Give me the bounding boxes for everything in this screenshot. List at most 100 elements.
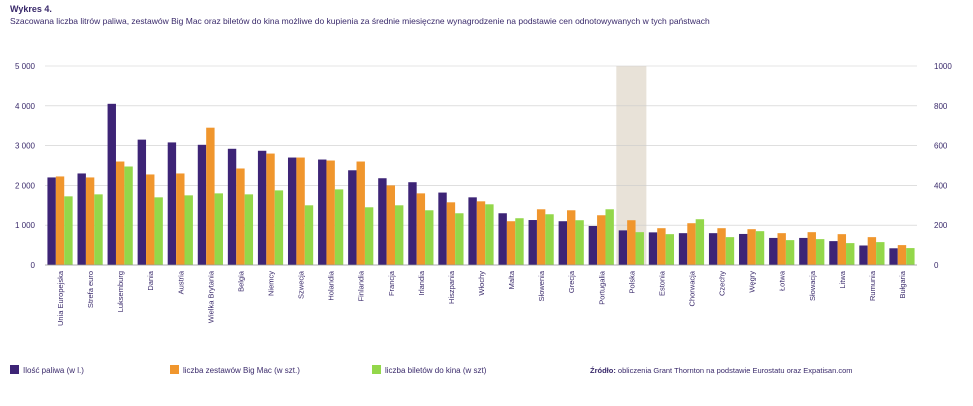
x-tick-label: Włochy [477,271,486,296]
y-left-tick-label: 5 000 [15,62,36,71]
bar-cinema [94,194,103,265]
bar-cinema [815,239,825,265]
x-tick-label: Finlandia [357,270,366,301]
x-tick-label: Strefa euro [86,271,95,308]
source-label: Źródło: [590,366,616,375]
legend-swatch-cinema [372,365,381,374]
bar-cinema [755,231,765,265]
bar-fuel [528,220,537,265]
y-right-tick-label: 800 [934,102,948,111]
y-right-tick-label: 0 [934,261,939,270]
x-tick-label: Bułgaria [898,270,907,298]
x-tick-label: Dania [146,270,155,290]
chart-title: Szacowana liczba litrów paliwa, zestawów… [10,16,710,26]
y-left-tick-label: 3 000 [15,142,36,151]
bar-cinema [394,205,404,265]
bar-bigmac [476,201,486,265]
bar-fuel [769,237,778,265]
bar-bigmac [867,237,877,265]
bar-bigmac [146,174,155,265]
chart-header: Wykres 4. Szacowana liczba litrów paliwa… [10,4,710,27]
bar-cinema [154,197,163,265]
x-tick-label: Słowenia [537,270,546,301]
bar-cinema [605,209,614,265]
x-tick-label: Grecja [567,270,576,293]
x-tick-label: Unia Europejska [56,270,65,326]
x-tick-label: Luksemburg [116,271,125,312]
bar-bigmac [506,221,516,265]
bar-bigmac [777,233,786,265]
bar-bigmac [657,228,666,265]
bar-bigmac [386,185,395,265]
y-left-tick-label: 0 [31,261,36,270]
legend-swatch-bigmac [170,365,179,374]
legend-item-fuel: Ilość paliwa (w l.) [10,365,84,375]
bar-cinema [304,205,314,265]
legend-swatch-fuel [10,365,19,374]
x-tick-label: Słowacja [808,270,817,301]
bar-cinema [695,219,705,265]
x-tick-label: Węgry [748,271,757,293]
bar-cinema [876,242,885,265]
x-tick-label: Belgia [236,270,245,292]
y-right-tick-label: 400 [934,181,948,190]
bar-bigmac [807,232,816,265]
x-tick-label: Malta [507,270,516,289]
bar-fuel [438,192,447,265]
bar-bigmac [717,228,726,265]
bar-fuel [829,241,838,265]
bar-cinema [665,234,675,265]
bar-cinema [485,204,494,265]
bar-bigmac [567,210,576,265]
y-left-tick-label: 1 000 [15,221,36,230]
bar-fuel [137,139,147,265]
x-tick-label: Austria [176,270,185,294]
x-tick-label: Czechy [718,271,727,296]
bar-fuel [618,230,628,265]
bar-bigmac [536,209,546,265]
bar-bigmac [416,193,426,265]
x-tick-label: Estonia [657,270,666,296]
bar-cinema [725,237,735,265]
x-tick-label: Szwecja [297,270,306,299]
bar-fuel [588,225,598,265]
x-tick-label: Hiszpania [447,270,456,304]
bar-fuel [77,173,86,265]
bar-cinema [425,210,434,265]
y-left-tick-label: 4 000 [15,102,36,111]
bar-bigmac [627,220,636,265]
x-tick-label: Niemcy [267,271,276,296]
bar-bigmac [897,245,907,265]
y-right-tick-label: 200 [934,221,948,230]
bar-bigmac [206,127,215,265]
bar-bigmac [837,234,847,265]
x-tick-label: Rumunia [868,270,877,301]
bar-cinema [635,232,644,265]
bar-bigmac [446,202,456,265]
bar-fuel [739,233,748,265]
bar-fuel [498,213,507,265]
bar-fuel [889,248,898,265]
bar-fuel [648,232,658,265]
bar-bigmac [176,173,185,265]
source-text: obliczenia Grant Thornton na podstawie E… [617,366,853,375]
bar-cinema [124,166,133,265]
x-tick-label: Francja [387,270,396,296]
bar-fuel [859,245,868,265]
bar-fuel [408,182,417,265]
x-tick-label: Wielka Brytania [206,270,215,323]
bar-fuel [47,177,56,265]
bar-bigmac [266,153,275,265]
y-left-tick-label: 2 000 [15,181,36,190]
bar-cinema [334,189,344,265]
bar-fuel [227,148,237,265]
bar-fuel [799,237,808,265]
bar-fuel [558,221,568,265]
bar-cinema [214,193,223,265]
bar-fuel [197,144,207,265]
bar-bigmac [356,161,365,265]
figure-label: Wykres 4. [10,4,52,14]
bar-bigmac [326,160,335,265]
bar-fuel [468,197,477,265]
